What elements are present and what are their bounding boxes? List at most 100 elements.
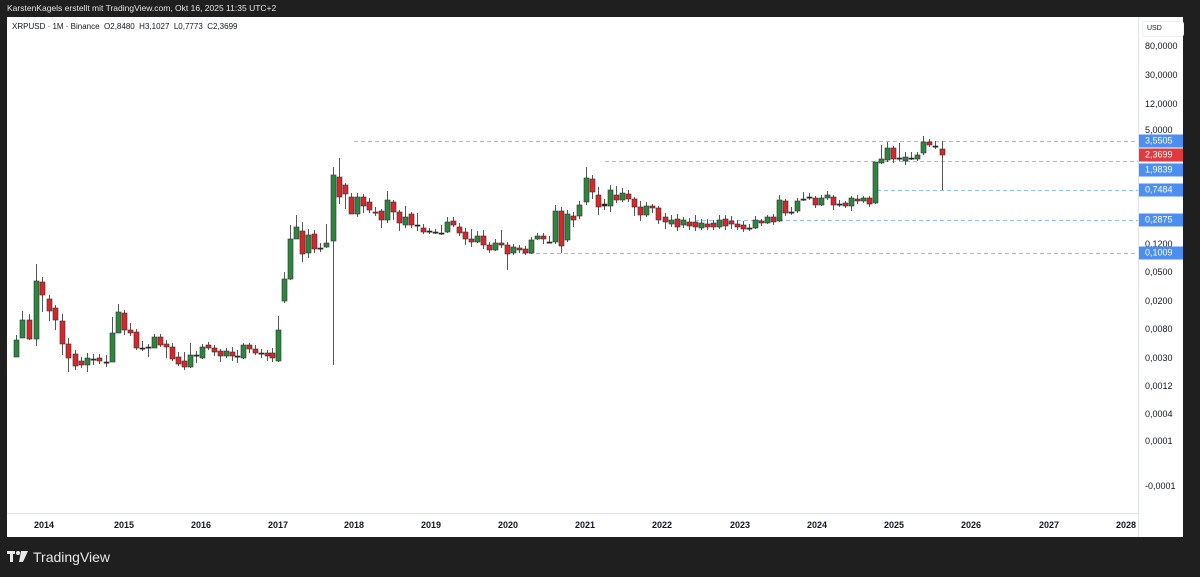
bearish-candle[interactable] <box>655 206 662 224</box>
bearish-candle[interactable] <box>181 352 188 370</box>
doji-candle[interactable] <box>139 341 146 351</box>
bearish-candle[interactable] <box>269 348 276 362</box>
bearish-candle[interactable] <box>78 357 85 368</box>
bullish-candle[interactable] <box>576 201 583 219</box>
bullish-candle[interactable] <box>444 217 451 233</box>
doji-candle[interactable] <box>908 152 915 160</box>
bullish-candle[interactable] <box>84 353 91 372</box>
bearish-candle[interactable] <box>486 242 493 253</box>
doji-candle[interactable] <box>432 229 439 234</box>
bearish-candle[interactable] <box>710 220 717 230</box>
doji-candle[interactable] <box>932 141 939 149</box>
bullish-candle[interactable] <box>848 196 855 211</box>
bullish-candle[interactable] <box>884 142 891 162</box>
bullish-candle[interactable] <box>19 311 26 339</box>
doji-candle[interactable] <box>806 193 813 200</box>
doji-candle[interactable] <box>438 225 445 235</box>
bullish-candle[interactable] <box>223 348 230 358</box>
plot-area[interactable]: XRPUSD · 1M · Binance O2,8480 H3,1027 L0… <box>7 17 1138 513</box>
bullish-candle[interactable] <box>109 317 116 363</box>
bearish-candle[interactable] <box>252 345 259 355</box>
bullish-candle[interactable] <box>680 217 687 228</box>
bearish-candle[interactable] <box>378 209 385 228</box>
bearish-candle[interactable] <box>595 187 602 215</box>
bearish-candle[interactable] <box>770 214 777 225</box>
bearish-candle[interactable] <box>157 334 164 347</box>
currency-label[interactable]: USD <box>1142 21 1184 37</box>
doji-candle[interactable] <box>836 200 843 207</box>
bearish-candle[interactable] <box>854 195 861 204</box>
bullish-candle[interactable] <box>818 195 825 206</box>
bullish-candle[interactable] <box>752 216 759 229</box>
bullish-candle[interactable] <box>240 343 247 359</box>
bearish-candle[interactable] <box>830 195 837 210</box>
bullish-candle[interactable] <box>528 237 535 254</box>
bullish-candle[interactable] <box>583 167 590 205</box>
bearish-candle[interactable] <box>649 204 656 213</box>
bullish-candle[interactable] <box>384 191 391 223</box>
bearish-candle[interactable] <box>462 228 469 245</box>
bearish-candle[interactable] <box>390 200 397 220</box>
bullish-candle[interactable] <box>668 215 675 227</box>
bearish-candle[interactable] <box>72 350 79 370</box>
doji-candle[interactable] <box>800 192 807 201</box>
bearish-candle[interactable] <box>866 196 873 207</box>
bearish-candle[interactable] <box>522 246 529 255</box>
bullish-candle[interactable] <box>552 205 559 244</box>
bullish-candle[interactable] <box>794 198 801 213</box>
bearish-candle[interactable] <box>558 207 565 253</box>
bullish-candle[interactable] <box>824 191 831 200</box>
bullish-candle[interactable] <box>607 185 614 212</box>
bullish-candle[interactable] <box>115 304 122 334</box>
bullish-candle[interactable] <box>281 272 288 303</box>
bullish-candle[interactable] <box>275 316 282 362</box>
bearish-candle[interactable] <box>211 345 218 356</box>
bullish-candle[interactable] <box>474 231 481 243</box>
bullish-candle[interactable] <box>199 344 206 359</box>
doji-candle[interactable] <box>193 351 200 363</box>
bearish-candle[interactable] <box>722 215 729 230</box>
bullish-candle[interactable] <box>716 215 723 229</box>
bearish-candle[interactable] <box>450 217 457 227</box>
bearish-candle[interactable] <box>264 350 271 361</box>
doji-candle[interactable] <box>103 355 110 367</box>
bearish-candle[interactable] <box>728 216 735 229</box>
bearish-candle[interactable] <box>662 213 669 229</box>
bullish-candle[interactable] <box>305 229 312 258</box>
bearish-candle[interactable] <box>782 199 789 216</box>
bearish-candle[interactable] <box>52 305 59 330</box>
doji-candle[interactable] <box>601 199 608 210</box>
bearish-candle[interactable] <box>229 347 236 361</box>
bullish-candle[interactable] <box>872 161 879 204</box>
bullish-candle[interactable] <box>878 145 885 164</box>
bullish-candle[interactable] <box>510 244 517 255</box>
bearish-candle[interactable] <box>939 141 946 190</box>
bearish-candle[interactable] <box>625 190 632 202</box>
bearish-candle[interactable] <box>39 277 46 312</box>
bullish-candle[interactable] <box>698 219 705 230</box>
doji-candle[interactable] <box>414 213 421 231</box>
bearish-candle[interactable] <box>96 354 103 364</box>
bearish-candle[interactable] <box>348 193 355 215</box>
bullish-candle[interactable] <box>323 224 330 248</box>
bullish-candle[interactable] <box>13 335 20 358</box>
bearish-candle[interactable] <box>480 230 487 249</box>
bearish-candle[interactable] <box>372 207 379 216</box>
bearish-candle[interactable] <box>890 146 897 163</box>
doji-candle[interactable] <box>546 236 553 244</box>
bearish-candle[interactable] <box>842 201 849 208</box>
bearish-candle[interactable] <box>217 349 224 362</box>
bullish-candle[interactable] <box>354 193 361 217</box>
bearish-candle[interactable] <box>336 158 343 204</box>
doji-candle[interactable] <box>896 143 903 161</box>
bearish-candle[interactable] <box>65 338 72 372</box>
bearish-candle[interactable] <box>704 219 711 230</box>
doji-candle[interactable] <box>90 354 97 365</box>
bearish-candle[interactable] <box>692 215 699 231</box>
bearish-candle[interactable] <box>734 220 741 230</box>
bullish-candle[interactable] <box>914 152 921 161</box>
doji-candle[interactable] <box>317 243 324 252</box>
bearish-candle[interactable] <box>169 343 176 361</box>
bullish-candle[interactable] <box>764 215 771 224</box>
bullish-candle[interactable] <box>492 239 499 251</box>
